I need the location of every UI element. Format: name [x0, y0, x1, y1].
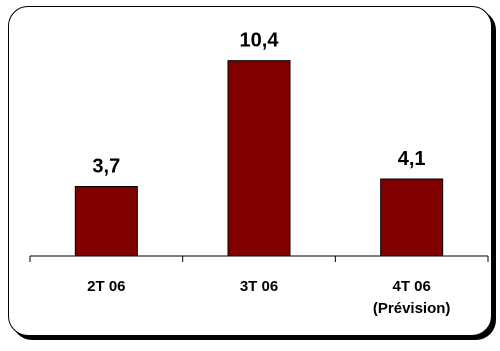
category-labels-layer: 2T 06 3T 06 4T 06 (Prévision)	[87, 278, 450, 317]
category-label-3: 4T 06 (Prévision)	[373, 278, 451, 317]
value-labels-layer: 3,7 10,4 4,1	[92, 30, 425, 178]
category-label-2-line-1: 3T 06	[240, 278, 278, 295]
bar-2	[227, 60, 291, 257]
category-label-3-line-2: (Prévision)	[373, 300, 451, 317]
category-label-1-line-1: 2T 06	[87, 278, 125, 295]
category-label-3-line-1: 4T 06	[392, 278, 430, 295]
category-label-1: 2T 06	[87, 278, 125, 295]
value-label-2: 10,4	[240, 30, 280, 52]
bar-1	[74, 186, 138, 257]
category-label-2: 3T 06	[240, 278, 278, 295]
value-label-3: 4,1	[398, 148, 426, 170]
bar-3	[380, 178, 444, 257]
value-label-1: 3,7	[92, 156, 120, 178]
x-axis	[29, 255, 489, 262]
bars-layer	[74, 60, 444, 257]
